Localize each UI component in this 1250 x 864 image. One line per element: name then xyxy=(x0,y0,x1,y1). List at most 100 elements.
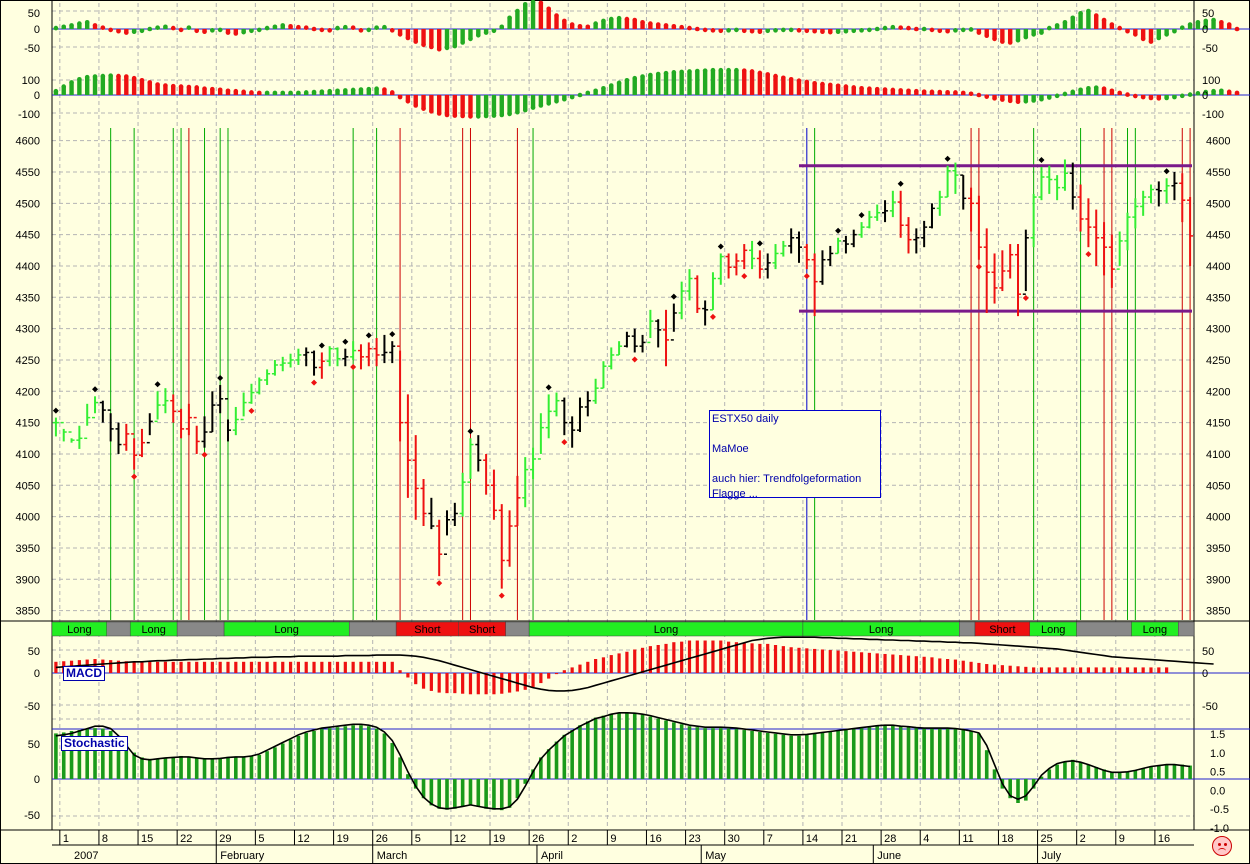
oscillator-1-bar xyxy=(1031,29,1036,35)
oscillator-1-bar xyxy=(405,29,411,38)
annotation-line: auch hier: Trendfolgeformation xyxy=(712,473,862,485)
oscillator-2-bar-cap xyxy=(687,69,692,74)
oscillator-2-bar xyxy=(671,72,677,95)
macd-bar xyxy=(109,660,113,673)
macd-bar xyxy=(218,661,222,673)
oscillator-2-bar-cap xyxy=(960,90,966,96)
top-marker xyxy=(717,243,724,250)
oscillator-1-bar xyxy=(1023,29,1029,38)
bottom-marker xyxy=(709,313,716,320)
oscillator-1-tick: -50 xyxy=(24,43,40,55)
bottom-marker xyxy=(1022,295,1029,302)
stochastic-bar xyxy=(179,755,183,779)
oscillator-1-bar-cap xyxy=(507,15,512,21)
oscillator-2-bar-cap xyxy=(147,80,153,85)
oscillator-1-bar xyxy=(84,22,90,29)
macd-bar xyxy=(515,673,520,692)
oscillator-1-bar-cap xyxy=(1054,23,1060,28)
oscillator-2-bar xyxy=(515,95,520,113)
oscillator-2-bar-cap xyxy=(444,112,450,118)
macd-tick: 50 xyxy=(28,646,40,658)
oscillator-2-bar-cap xyxy=(100,73,106,79)
macd-signal-line xyxy=(55,636,1214,692)
x-month-label: June xyxy=(877,850,901,862)
oscillator-2-bar-cap xyxy=(655,71,661,77)
x-day-label: 2 xyxy=(571,833,577,845)
oscillator-2-bar-cap xyxy=(1156,96,1162,101)
oscillator-1-bar xyxy=(444,29,450,48)
stochastic-bar xyxy=(789,735,793,779)
oscillator-2-bar-cap xyxy=(335,88,340,94)
oscillator-2-bar xyxy=(702,70,708,95)
stochastic-bar xyxy=(359,725,363,779)
top-marker xyxy=(756,240,763,247)
oscillator-1-bar-cap xyxy=(898,25,903,30)
oscillator-2-bar-cap xyxy=(593,88,598,94)
oscillator-1-bar-cap xyxy=(92,23,98,28)
macd-bar xyxy=(390,661,394,673)
oscillator-1-bar-cap xyxy=(343,24,348,30)
oscillator-1-bar-cap xyxy=(546,6,551,12)
macd-bar xyxy=(773,645,778,673)
stochastic-bar xyxy=(257,755,262,779)
stochastic-bar xyxy=(61,732,66,779)
stochastic-bar xyxy=(155,758,160,779)
oscillator-2-bar xyxy=(624,80,630,95)
oscillator-2-bar-cap xyxy=(1219,88,1224,94)
oscillator-1-bar-cap xyxy=(843,28,849,34)
oscillator-1-bar-cap xyxy=(53,25,59,31)
oscillator-2-bar-cap xyxy=(1133,93,1138,99)
oscillator-1-tick: -50 xyxy=(1202,43,1218,55)
price-tick: 4500 xyxy=(1206,198,1230,210)
price-tick: 4100 xyxy=(16,449,40,461)
macd-bar xyxy=(1133,667,1137,673)
oscillator-1-bar-cap xyxy=(264,25,270,31)
stochastic-bar xyxy=(132,752,136,779)
oscillator-2-bar-cap xyxy=(280,90,286,96)
oscillator-2-bar xyxy=(61,86,66,95)
stochastic-bar xyxy=(1063,762,1067,779)
macd-bar xyxy=(312,661,316,673)
stochastic-bar xyxy=(327,728,332,779)
stochastic-bar xyxy=(632,713,637,779)
x-day-label: 16 xyxy=(1158,833,1170,845)
stochastic-bar xyxy=(484,779,488,809)
top-marker xyxy=(1163,168,1170,175)
oscillator-2-bar xyxy=(124,76,129,95)
stochastic-bar xyxy=(406,774,410,779)
macd-bar xyxy=(461,673,465,694)
oscillator-2-bar-cap xyxy=(984,94,990,99)
stochastic-bar xyxy=(1047,769,1052,779)
macd-bar xyxy=(507,673,512,693)
stochastic-bar xyxy=(343,726,348,779)
sad-face-icon[interactable] xyxy=(1212,836,1232,856)
oscillator-2-bar xyxy=(788,79,794,95)
price-tick: 4250 xyxy=(1206,355,1230,367)
oscillator-1-bar-cap xyxy=(960,27,966,33)
oscillator-1-bar-cap xyxy=(648,21,653,26)
oscillator-2-bar xyxy=(77,79,82,95)
macd-bar xyxy=(320,661,324,673)
oscillator-1-bar-cap xyxy=(1117,25,1122,31)
macd-bar xyxy=(476,673,480,695)
macd-bar xyxy=(570,667,574,673)
oscillator-1-bar-cap xyxy=(319,27,325,33)
oscillator-1-bar-cap xyxy=(405,35,411,41)
oscillator-2-bar-cap xyxy=(491,113,497,118)
oscillator-2-bar-cap xyxy=(186,84,192,90)
oscillator-1-bar-cap xyxy=(303,25,309,30)
oscillator-1-bar xyxy=(1203,20,1208,29)
stochastic-bar xyxy=(1078,762,1083,779)
stochastic-bar xyxy=(1094,767,1099,779)
stochastic-bar xyxy=(335,727,340,779)
oscillator-1-bar-cap xyxy=(296,24,301,30)
oscillator-1-bar xyxy=(1148,29,1154,42)
oscillator-1-bar-cap xyxy=(921,26,927,32)
macd-bar xyxy=(961,660,965,673)
stochastic-bar xyxy=(1149,766,1153,779)
oscillator-2-bar-cap xyxy=(256,90,262,96)
x-day-label: 25 xyxy=(1041,833,1053,845)
stochastic-bar xyxy=(77,730,82,779)
signal-segment xyxy=(1076,621,1132,637)
signal-segment xyxy=(348,621,397,637)
